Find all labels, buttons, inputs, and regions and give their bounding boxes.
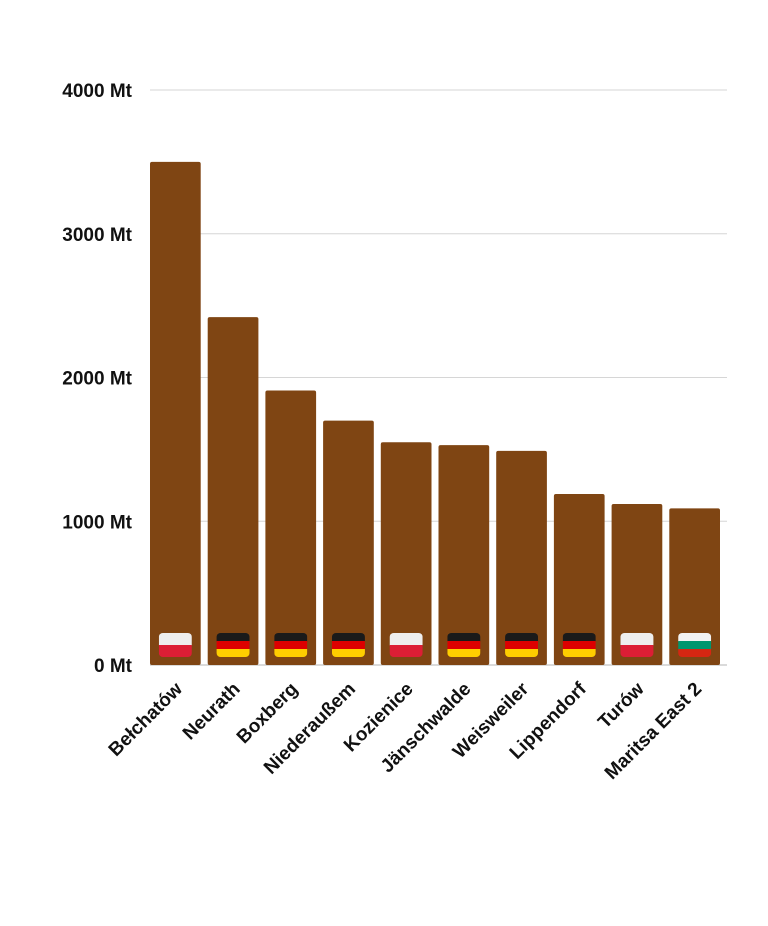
- germany-flag-icon: [447, 633, 481, 657]
- y-tick-label: 4000 Mt: [62, 81, 132, 102]
- poland-flag-icon: [158, 633, 192, 657]
- germany-flag-icon: [331, 633, 365, 657]
- y-tick-label: 0 Mt: [94, 656, 133, 677]
- y-tick-label: 3000 Mt: [62, 225, 132, 246]
- y-tick-label: 2000 Mt: [62, 369, 132, 390]
- bar: [380, 442, 432, 665]
- bulgaria-flag-icon: [678, 633, 712, 657]
- bar: [323, 420, 374, 665]
- poland-flag-icon: [620, 633, 654, 657]
- bar: [496, 450, 547, 665]
- germany-flag-icon: [216, 633, 250, 657]
- bar: [669, 508, 720, 665]
- germany-flag-icon: [562, 633, 596, 657]
- y-axis-tick-labels: 0 Mt 1000 Mt 2000 Mt 3000 Mt 4000 Mt: [62, 81, 132, 677]
- germany-flag-icon: [274, 633, 308, 657]
- x-category-label: Bełchatów: [105, 679, 187, 761]
- bar: [553, 493, 605, 665]
- poland-flag-icon: [389, 633, 423, 657]
- y-tick-label: 1000 Mt: [62, 512, 132, 533]
- bar: [150, 161, 201, 665]
- bar: [438, 445, 490, 665]
- bars: [150, 161, 720, 665]
- x-category-label: Turów: [594, 679, 648, 733]
- x-axis-category-labels: BełchatówNeurathBoxbergNiederaußemKozien…: [105, 678, 706, 784]
- germany-flag-icon: [505, 633, 539, 657]
- bar: [207, 317, 259, 665]
- bar: [265, 390, 317, 665]
- bar: [611, 504, 663, 665]
